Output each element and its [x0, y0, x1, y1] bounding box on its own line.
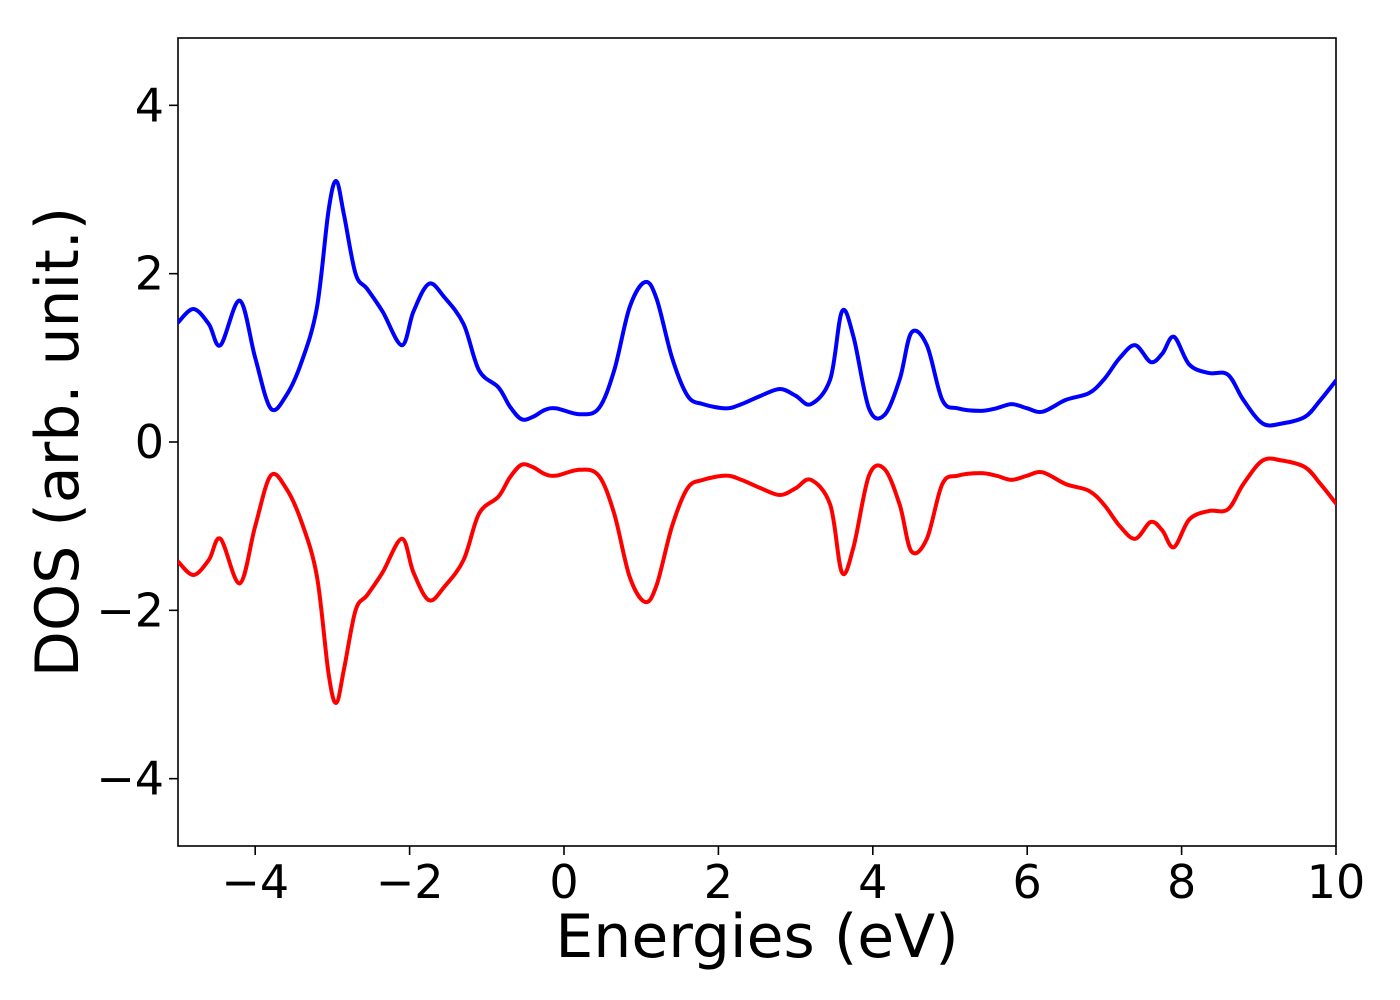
x-tick-label: 6 — [1013, 855, 1042, 909]
x-axis: −4 −2 0 2 4 6 8 10 — [221, 846, 1365, 909]
y-axis-label: DOS (arb. unit.) — [23, 207, 93, 677]
dos-spin-up-line — [178, 179, 1336, 428]
y-tick-label: 2 — [135, 247, 164, 301]
plot-frame — [177, 37, 1337, 847]
series-layer — [178, 179, 1336, 705]
y-axis: −4 −2 0 2 4 — [96, 78, 178, 806]
y-tick-label: −2 — [96, 583, 164, 637]
x-tick-label: 4 — [858, 855, 887, 909]
x-tick-label: 0 — [549, 855, 578, 909]
y-tick-label: 0 — [135, 415, 164, 469]
y-tick-label: 4 — [135, 78, 164, 132]
x-tick-label: 8 — [1167, 855, 1196, 909]
y-tick-label: −4 — [96, 752, 164, 806]
x-axis-label: Energies (eV) — [555, 902, 958, 972]
x-tick-label: −2 — [376, 855, 444, 909]
x-tick-label: 10 — [1307, 855, 1366, 909]
x-tick-label: 2 — [704, 855, 733, 909]
x-tick-label: −4 — [221, 855, 289, 909]
dos-spin-down-line — [178, 456, 1336, 705]
